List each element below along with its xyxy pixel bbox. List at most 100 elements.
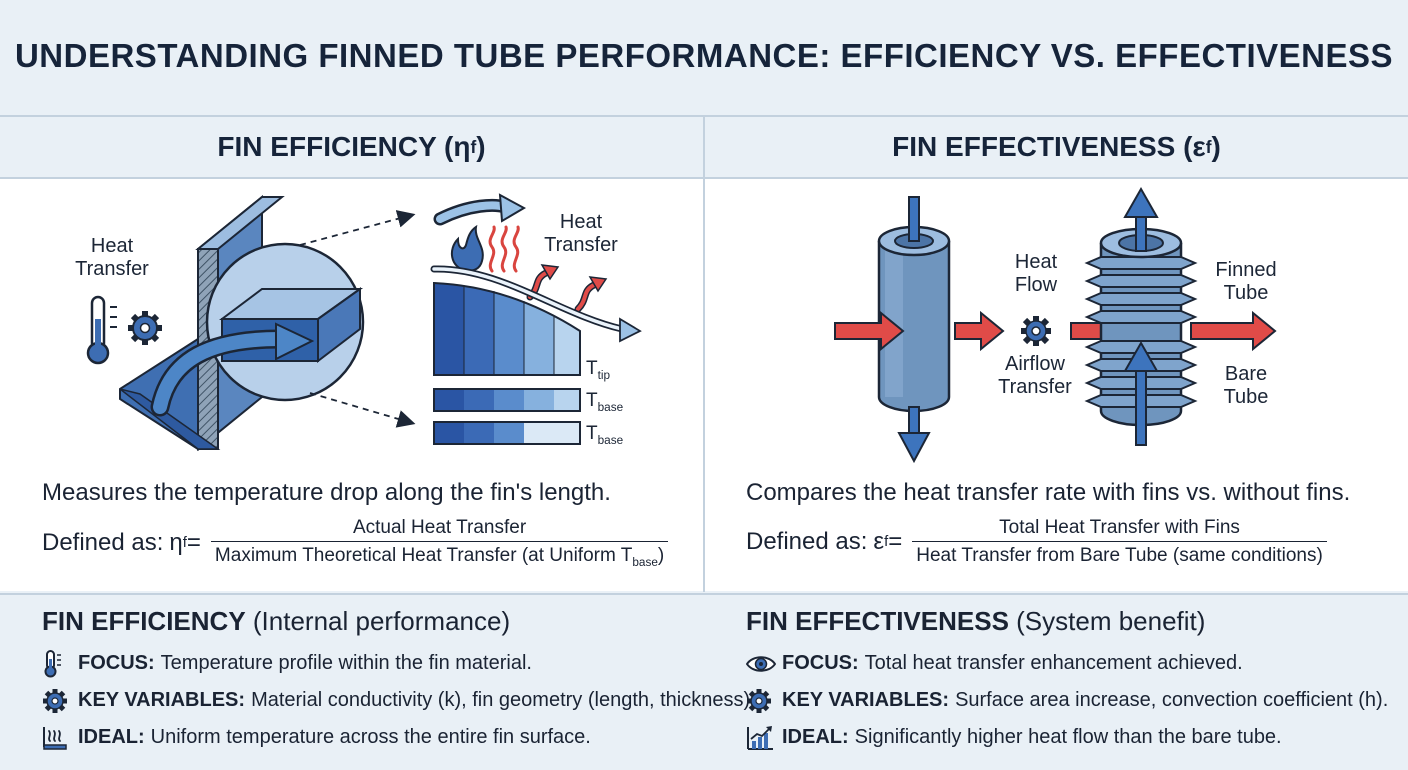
airflow-arrow-over-fin xyxy=(430,265,642,343)
summary-text: Significantly higher heat flow than the … xyxy=(854,726,1282,748)
airflow-transfer-label: Airflow Transfer xyxy=(998,353,1072,398)
efficiency-heading-text: FIN EFFICIENCY ( xyxy=(217,131,454,162)
effectiveness-heading-close: ) xyxy=(1211,131,1221,162)
efficiency-heading: FIN EFFICIENCY (η f) xyxy=(0,117,703,179)
summary-key: IDEAL: xyxy=(782,726,849,748)
effectiveness-description: Compares the heat transfer rate with fin… xyxy=(746,479,1351,506)
t-tip-symbol: T xyxy=(586,358,598,379)
effectiveness-heading: FIN EFFECTIVENESS (ε f) xyxy=(705,117,1408,179)
heat-waves-icon xyxy=(488,225,520,273)
heat-transfer-label-left: Heat Transfer xyxy=(75,235,149,280)
gear-icon xyxy=(42,687,78,715)
efficiency-formula-prefix: Defined as: xyxy=(42,528,164,556)
temperature-gradient-bar xyxy=(433,281,581,376)
effectiveness-diagram xyxy=(834,186,1277,464)
gear-icon xyxy=(128,311,162,345)
summary-row: IDEAL: Uniform temperature across the ent… xyxy=(42,719,756,756)
efficiency-formula-equals: = xyxy=(186,528,201,556)
summary-band xyxy=(0,593,1408,770)
summary-row: FOCUS: Total heat transfer enhancement ac… xyxy=(746,645,1388,682)
summary-row: FOCUS: Temperature profile within the fin… xyxy=(42,645,756,682)
summary-text: Material conductivity (k), fin geometry … xyxy=(251,689,756,711)
effectiveness-heading-sub: f xyxy=(1205,136,1212,157)
thermometer-icon xyxy=(86,295,117,365)
title-band: UNDERSTANDING FINNED TUBE PERFORMANCE: E… xyxy=(0,0,1408,117)
efficiency-summary-title: FIN EFFICIENCY (Internal performance) xyxy=(42,606,756,637)
bare-tube-flow-down-arrow xyxy=(897,196,931,464)
efficiency-denominator-text: Maximum Theoretical Heat Transfer (at Un… xyxy=(214,545,633,566)
t-tip-label: Ttip xyxy=(586,357,610,387)
finned-tube-flow-up-arrow xyxy=(1123,186,1159,446)
effectiveness-formula-symbol-sub: f xyxy=(884,534,889,550)
effectiveness-formula-symbol: ε xyxy=(873,528,885,555)
base-temperature-bar-1 xyxy=(433,388,581,412)
effectiveness-summary: FIN EFFECTIVENESS (System benefit) FOCUS… xyxy=(746,606,1388,756)
efficiency-heading-symbol: η xyxy=(453,131,471,162)
chart-up-icon xyxy=(746,724,782,752)
airflow-arrow-top xyxy=(433,193,527,226)
summary-row: KEY VARIABLES: Material conductivity (k),… xyxy=(42,682,756,719)
effectiveness-fraction: Total Heat Transfer with Fins Heat Trans… xyxy=(912,517,1327,567)
efficiency-heading-sub: f xyxy=(470,136,477,157)
flame-icon xyxy=(450,224,484,273)
efficiency-heading-close: ) xyxy=(476,131,486,162)
efficiency-summary: FIN EFFICIENCY (Internal performance) FO… xyxy=(42,606,756,756)
effectiveness-summary-title-rest: (System benefit) xyxy=(1008,606,1206,636)
effectiveness-numerator: Total Heat Transfer with Fins xyxy=(999,517,1240,538)
finned-tube-label: Finned Tube xyxy=(1215,259,1277,304)
t-base-2-symbol: T xyxy=(586,423,598,444)
gear-icon xyxy=(1021,316,1051,346)
efficiency-formula-symbol: η xyxy=(169,528,183,556)
summary-text: Temperature profile within the fin mater… xyxy=(160,652,532,674)
effectiveness-summary-title-bold: FIN EFFECTIVENESS xyxy=(746,606,1009,636)
summary-text: Surface area increase, convection coeffi… xyxy=(955,689,1389,711)
gear-icon xyxy=(746,687,782,715)
efficiency-numerator: Actual Heat Transfer xyxy=(352,517,527,538)
effectiveness-denominator: Heat Transfer from Bare Tube (same condi… xyxy=(912,541,1327,567)
heat-transfer-label-right: Heat Transfer xyxy=(544,211,618,256)
t-base-1-symbol: T xyxy=(586,390,598,411)
magnified-fin-view xyxy=(150,242,365,417)
effectiveness-formula-prefix: Defined as: xyxy=(746,528,868,555)
t-base-label-1: Tbase xyxy=(586,389,623,419)
efficiency-description: Measures the temperature drop along the … xyxy=(42,479,611,506)
base-temperature-bar-2 xyxy=(433,421,581,445)
eye-icon xyxy=(746,650,782,678)
effectiveness-heading-text: FIN EFFECTIVENESS ( xyxy=(892,131,1193,162)
efficiency-denominator: Maximum Theoretical Heat Transfer (at Un… xyxy=(210,541,669,569)
leader-line-top xyxy=(299,210,416,246)
efficiency-formula-symbol-sub: f xyxy=(182,534,187,551)
page-title: UNDERSTANDING FINNED TUBE PERFORMANCE: E… xyxy=(14,36,1394,74)
bare-tube-label: Bare Tube xyxy=(1223,363,1269,408)
summary-text: Total heat transfer enhancement achieved… xyxy=(864,652,1243,674)
efficiency-denominator-close: ) xyxy=(657,545,665,566)
effectiveness-formula-equals: = xyxy=(888,528,903,555)
summary-text: Uniform temperature across the entire fi… xyxy=(150,726,591,748)
efficiency-summary-title-rest: (Internal performance) xyxy=(245,606,511,636)
heat-flow-label: Heat Flow xyxy=(1014,251,1058,296)
leader-line-bottom xyxy=(309,392,416,428)
t-base-label-2: Tbase xyxy=(586,422,623,452)
t-base-1-sub: base xyxy=(597,400,624,414)
column-divider xyxy=(703,117,705,592)
efficiency-fraction: Actual Heat Transfer Maximum Theoretical… xyxy=(210,517,669,569)
efficiency-denominator-sub: base xyxy=(632,555,658,569)
summary-key: FOCUS: xyxy=(78,652,155,674)
summary-row: IDEAL: Significantly higher heat flow tha… xyxy=(746,719,1388,756)
summary-key: IDEAL: xyxy=(78,726,145,748)
summary-row: KEY VARIABLES: Surface area increase, con… xyxy=(746,682,1388,719)
effectiveness-panel: Heat Flow Airflow Transfer Finned Tube B… xyxy=(705,179,1408,591)
summary-key: KEY VARIABLES: xyxy=(78,689,246,711)
efficiency-diagram xyxy=(86,193,642,452)
heat-waves-icon xyxy=(42,724,78,752)
effectiveness-summary-title: FIN EFFECTIVENESS (System benefit) xyxy=(746,606,1388,637)
summary-key: KEY VARIABLES: xyxy=(782,689,950,711)
efficiency-panel: Heat Transfer Heat Transfer Ttip Tbase T… xyxy=(0,179,703,591)
heat-transfer-arrows xyxy=(526,264,608,313)
effectiveness-heading-symbol: ε xyxy=(1192,131,1206,162)
t-base-2-sub: base xyxy=(597,433,624,447)
summary-key: FOCUS: xyxy=(782,652,859,674)
thermometer-icon xyxy=(42,649,78,678)
